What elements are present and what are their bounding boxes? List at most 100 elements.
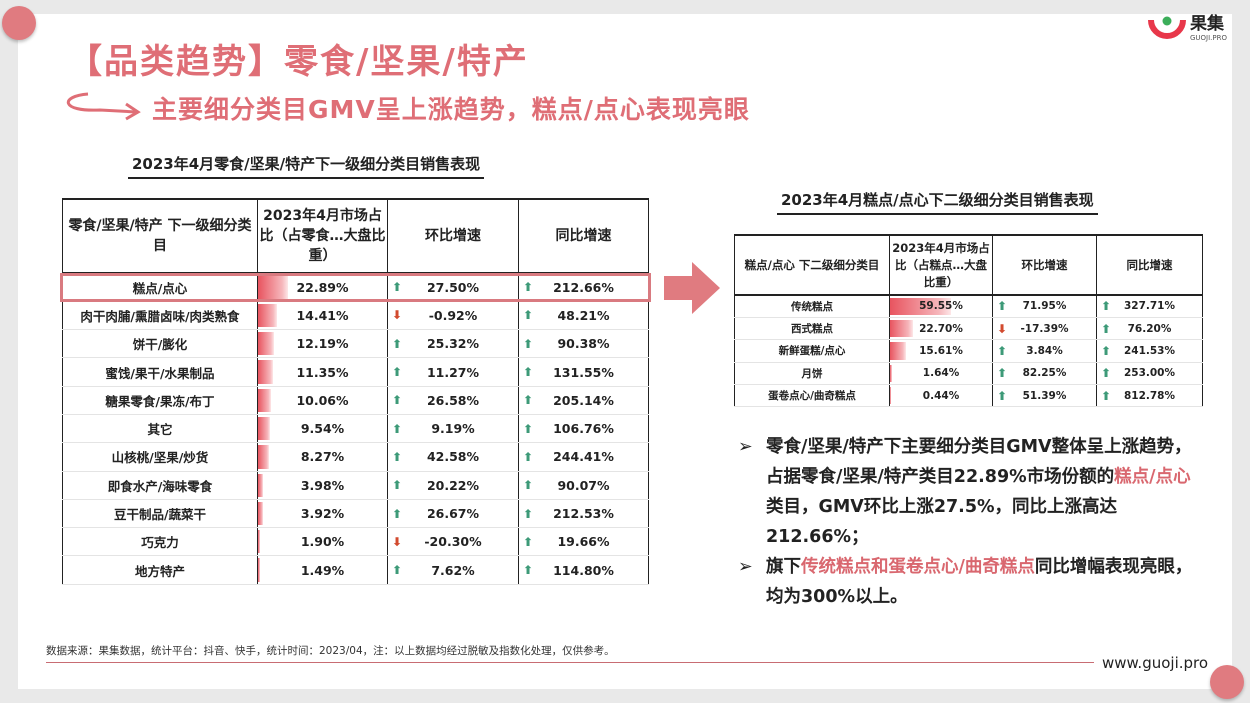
share-cell: 22.70% <box>889 317 993 341</box>
mom-cell: ⬆ 20.22% <box>387 471 519 500</box>
yoy-value: 19.66% <box>557 534 610 550</box>
yoy-value: 212.66% <box>553 279 614 295</box>
up-arrow-icon: ⬆ <box>392 421 403 436</box>
up-arrow-icon: ⬆ <box>523 393 534 408</box>
category-name: 糖果零食/果冻/布丁 <box>62 386 258 415</box>
yoy-cell: ⬆ 19.66% <box>518 527 649 557</box>
yoy-cell: ⬆ 205.14% <box>518 386 649 415</box>
category-name: 蜜饯/果干/水果制品 <box>62 357 258 387</box>
bullet-item: ➢ 零食/坚果/特产下主要细分类目GMV整体呈上涨趋势，占据零食/坚果/特产类目… <box>736 432 1206 552</box>
share-cell: 1.49% <box>257 555 388 585</box>
share-bar <box>258 303 277 328</box>
right-arrow-icon <box>664 262 720 314</box>
table-row: 地方特产 1.49% ⬆ 7.62% ⬆ 114.80% <box>62 555 649 585</box>
share-value: 14.41% <box>296 307 349 323</box>
yoy-cell: ⬆ 244.41% <box>518 442 649 472</box>
share-bar <box>258 558 260 582</box>
col-header-yoy: 同比增速 <box>1096 234 1203 296</box>
share-cell: 3.92% <box>257 499 388 529</box>
yoy-cell: ⬆ 106.76% <box>518 414 649 444</box>
table-row: 新鲜蛋糕/点心 15.61% ⬆ 3.84% ⬆ 241.53% <box>734 339 1203 363</box>
bullet-highlight: 传统糕点和蛋卷点心/曲奇糕点 <box>801 557 1035 577</box>
mom-value: 11.27% <box>426 364 480 380</box>
category-name: 西式糕点 <box>734 317 890 341</box>
up-arrow-icon: ⬆ <box>392 336 403 351</box>
share-bar <box>258 360 273 384</box>
share-bar <box>890 319 914 338</box>
mom-value: 26.58% <box>426 392 480 408</box>
share-bar <box>258 530 261 554</box>
col-header-yoy: 同比增速 <box>518 198 649 274</box>
up-arrow-icon: ⬆ <box>1101 321 1112 336</box>
yoy-value: 106.76% <box>553 421 614 437</box>
share-value: 12.19% <box>296 336 349 352</box>
yoy-value: 114.80% <box>553 562 614 578</box>
mom-cell: ⬆ 7.62% <box>387 555 519 585</box>
up-arrow-icon: ⬆ <box>997 299 1008 314</box>
yoy-cell: ⬆ 253.00% <box>1096 362 1203 386</box>
yoy-cell: ⬆ 48.21% <box>518 301 649 331</box>
mom-cell: ⬆ 51.39% <box>992 384 1097 408</box>
yoy-cell: ⬆ 327.71% <box>1096 295 1203 318</box>
bullet-arrow-icon: ➢ <box>738 557 753 577</box>
website-link[interactable]: www.guoji.pro <box>1102 654 1209 672</box>
up-arrow-icon: ⬆ <box>997 343 1008 358</box>
mom-cell: ⬆ 26.58% <box>387 386 519 415</box>
col-header-subcategory: 糕点/点心 下二级细分类目 <box>734 234 890 296</box>
up-arrow-icon: ⬆ <box>392 563 403 578</box>
category-name: 新鲜蛋糕/点心 <box>734 339 890 363</box>
share-cell: 1.90% <box>257 527 388 557</box>
up-arrow-icon: ⬆ <box>523 534 534 549</box>
table-row: 月饼 1.64% ⬆ 82.25% ⬆ 253.00% <box>734 362 1203 386</box>
category-name: 月饼 <box>734 362 890 386</box>
share-value: 3.98% <box>300 477 345 493</box>
up-arrow-icon: ⬆ <box>523 563 534 578</box>
col-header-share: 2023年4月市场占比（占零食…大盘比重） <box>257 198 388 274</box>
mom-value: 3.84% <box>1026 344 1063 357</box>
guoji-logo-icon <box>1148 16 1186 39</box>
yoy-cell: ⬆ 241.53% <box>1096 339 1203 363</box>
mom-cell: ⬆ 9.19% <box>387 414 519 444</box>
down-arrow-icon: ⬇ <box>392 308 403 323</box>
table-row: 豆干制品/蔬菜干 3.92% ⬆ 26.67% ⬆ 212.53% <box>62 499 649 529</box>
share-value: 10.06% <box>296 392 349 408</box>
category-name: 糕点/点心 <box>62 273 258 302</box>
mom-cell: ⬆ 71.95% <box>992 295 1097 318</box>
yoy-value: 90.07% <box>557 477 610 493</box>
share-value: 1.49% <box>300 562 345 578</box>
mom-value: 20.22% <box>426 477 480 493</box>
category-name: 山核桃/坚果/炒货 <box>62 442 258 472</box>
share-cell: 3.98% <box>257 471 388 500</box>
table-row: 山核桃/坚果/炒货 8.27% ⬆ 42.58% ⬆ 244.41% <box>62 442 649 472</box>
category-name: 豆干制品/蔬菜干 <box>62 499 258 529</box>
mom-value: -0.92% <box>428 307 478 323</box>
share-bar <box>258 276 288 299</box>
category-name: 传统糕点 <box>734 295 890 318</box>
table-row: 肉干肉脯/熏腊卤味/肉类熟食 14.41% ⬇ -0.92% ⬆ 48.21% <box>62 301 649 331</box>
table-row: 糖果零食/果冻/布丁 10.06% ⬆ 26.58% ⬆ 205.14% <box>62 386 649 415</box>
share-cell: 15.61% <box>889 339 993 363</box>
mom-value: 25.32% <box>426 336 480 352</box>
up-arrow-icon: ⬆ <box>523 421 534 436</box>
mom-value: 26.67% <box>426 506 480 522</box>
share-value: 1.64% <box>922 367 960 380</box>
share-value: 22.89% <box>296 279 349 295</box>
col-header-category: 零食/坚果/特产 下一级细分类目 <box>62 198 258 274</box>
yoy-value: 205.14% <box>553 392 614 408</box>
mom-value: 27.50% <box>426 279 480 295</box>
mom-cell: ⬇ -20.30% <box>387 527 519 557</box>
subcategory-table: 糕点/点心 下二级细分类目 2023年4月市场占比（占糕点…大盘比重） 环比增速… <box>734 234 1203 408</box>
share-value: 1.90% <box>300 534 345 550</box>
table-row: 西式糕点 22.70% ⬇ -17.39% ⬆ 76.20% <box>734 317 1203 341</box>
table-row: 糕点/点心 22.89% ⬆ 27.50% ⬆ 212.66% <box>62 273 649 302</box>
curved-arrow-icon <box>67 92 141 121</box>
category-name: 饼干/膨化 <box>62 329 258 359</box>
table1-caption: 2023年4月零食/坚果/特产下一级细分类目销售表现 <box>128 153 485 179</box>
yoy-cell: ⬆ 212.66% <box>518 273 649 302</box>
share-cell: 59.55% <box>889 295 993 318</box>
up-arrow-icon: ⬆ <box>392 280 403 295</box>
up-arrow-icon: ⬆ <box>392 478 403 493</box>
share-bar <box>258 416 271 441</box>
share-cell: 10.06% <box>257 386 388 415</box>
share-cell: 14.41% <box>257 301 388 331</box>
